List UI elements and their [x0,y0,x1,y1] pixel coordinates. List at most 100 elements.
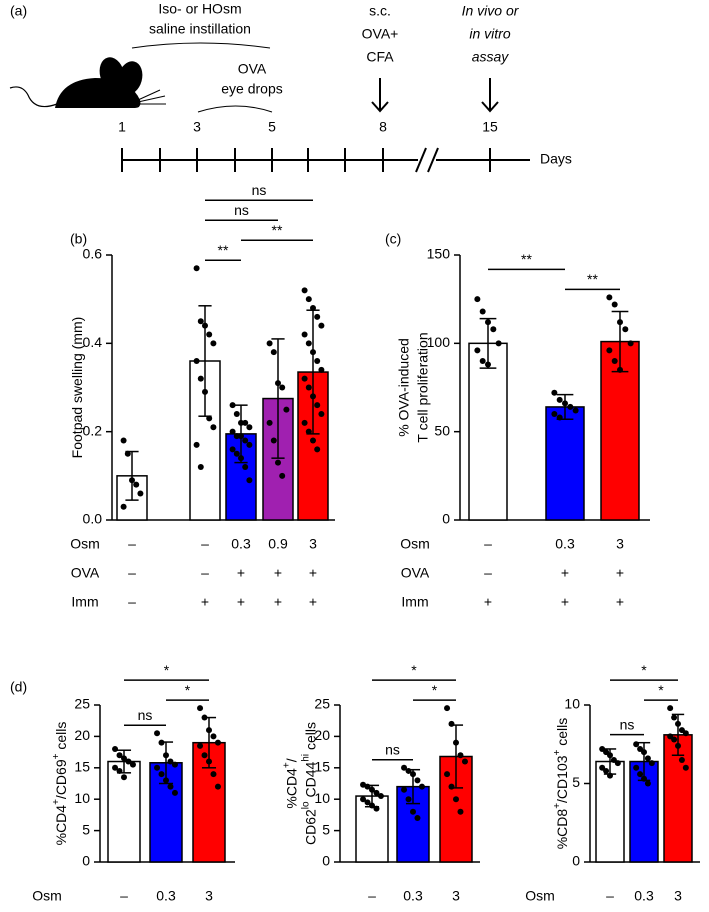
data-point [644,755,651,762]
condition-value: – [128,594,136,610]
data-point [457,752,464,759]
condition-value: 0.3 [555,536,575,552]
bar [468,342,508,521]
data-point [197,464,204,470]
data-point [279,472,286,479]
condition-value: + [274,594,282,610]
data-point [606,347,613,354]
data-point [414,777,421,784]
label-part: Footpad swelling (mm) [69,317,85,459]
y-tick-label: 0 [322,853,330,869]
condition-value: 3 [309,536,317,552]
data-point [644,780,651,787]
note: eye drops [221,81,282,97]
note: In vivo or [462,3,520,19]
data-point [246,424,253,431]
data-point [238,433,244,440]
condition-value: + [561,594,569,610]
data-point [562,400,568,407]
data-point [210,424,217,431]
note: s.c. [369,3,391,19]
data-point [606,294,613,301]
day-label: 15 [482,119,498,135]
data-point [112,764,119,771]
data-point [318,366,325,373]
y-tick-label: 100 [427,334,451,350]
data-point [201,752,208,759]
data-point [206,727,212,734]
significance-label: * [185,682,191,698]
superscript: + [552,749,563,755]
data-point [410,808,416,815]
data-point [369,786,375,793]
bracket-arc [197,105,273,113]
bracket-arc [131,42,271,49]
data-point [611,358,618,364]
data-point [214,783,221,790]
data-point [405,767,412,774]
note: in vitro [469,26,510,42]
superscript: lo [301,801,312,809]
condition-name: Osm [525,888,555,904]
condition-value: – [120,888,128,904]
day-label: 5 [268,119,276,135]
data-point [453,796,459,803]
condition-name: Osm [70,536,100,552]
condition-value: – [484,565,492,581]
data-point [129,761,136,768]
data-point [193,358,200,364]
data-point [201,714,208,721]
data-point [567,403,574,410]
data-point [637,771,644,778]
data-point [246,441,253,448]
condition-value: 0.3 [403,888,423,904]
data-point [301,375,308,382]
condition-value: – [201,565,209,581]
significance-label: * [432,682,438,698]
condition-value: – [128,536,136,552]
data-point [556,396,563,403]
data-point [364,783,371,790]
condition-name: Imm [401,594,428,610]
data-point [233,411,240,417]
label-part: %CD8 [554,809,570,850]
data-point [229,428,236,435]
data-point [266,340,273,347]
label-part: /CD103 [554,755,570,803]
data-point [682,764,689,771]
data-point [603,767,610,774]
y-tick-label: 10 [314,790,330,806]
data-point [410,771,416,778]
data-point [242,464,249,470]
data-point [633,764,640,771]
data-point [607,772,613,779]
data-point [671,736,678,743]
superscript: + [282,762,293,768]
condition-value: + [274,565,282,581]
data-point [124,450,131,457]
data-point [648,760,655,767]
data-point [129,477,135,484]
data-point [305,340,312,347]
condition-value: + [616,565,624,581]
data-point [641,749,647,756]
data-point [310,393,316,400]
data-point [607,752,613,759]
data-point [120,437,127,444]
arrows [371,78,499,113]
y-tick-label: 20 [314,727,330,743]
data-point [418,783,425,790]
data-point [305,296,312,303]
data-point [373,805,380,812]
y-tick-label: 5 [82,821,90,837]
condition-value: 0.9 [268,536,288,552]
y-axis-label: T cell proliferation [414,332,430,442]
data-point [572,407,579,414]
condition-value: + [561,565,569,581]
data-point [622,326,629,333]
y-axis-label: Footpad swelling (mm) [69,317,85,459]
data-point [551,411,558,417]
y-axis-label: % OVA-induced [395,338,411,437]
label-part: cells [302,722,318,754]
data-point [193,441,200,448]
